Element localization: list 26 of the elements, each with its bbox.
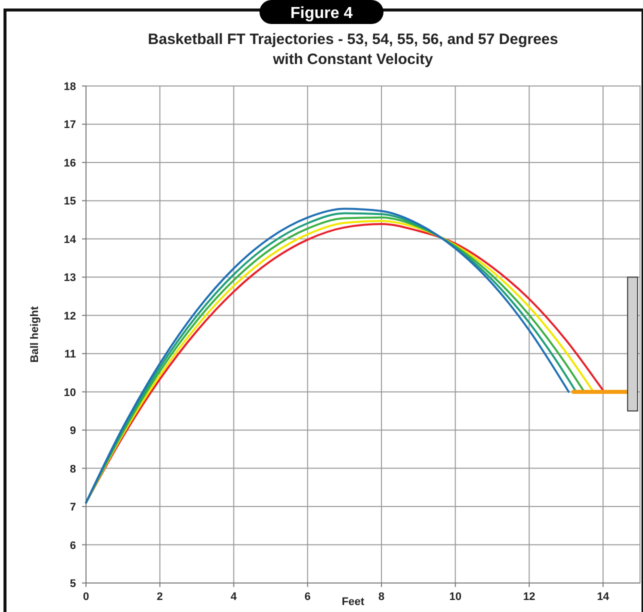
- y-tick-label: 8: [70, 463, 76, 476]
- y-tick-label: 13: [64, 272, 76, 284]
- y-tick-label: 18: [64, 81, 76, 93]
- x-tick-label: 6: [304, 591, 311, 603]
- y-tick-label: 14: [64, 234, 77, 246]
- y-tick-label: 10: [64, 386, 76, 399]
- y-tick-label: 11: [64, 348, 76, 361]
- x-tick-label: 0: [82, 591, 90, 603]
- y-tick-label: 17: [64, 119, 76, 132]
- x-tick-label: 10: [449, 591, 462, 603]
- y-tick-label: 16: [64, 157, 76, 170]
- x-tick-label: 2: [156, 591, 163, 603]
- y-tick-label: 5: [70, 578, 76, 590]
- caption: Figure 4: [290, 5, 353, 22]
- y-tick-label: 6: [70, 540, 76, 552]
- x-tick-label: 4: [230, 591, 238, 603]
- y-tick-label: 12: [64, 310, 76, 322]
- x-axis-title: Feet: [342, 596, 365, 608]
- chart-title: Basketball FT Trajectories - 53, 54, 55, 56, and 57 Degrees with Constant Velocity: [148, 31, 558, 68]
- y-tick-label: 7: [70, 502, 76, 514]
- x-tick-label: 12: [523, 591, 536, 603]
- x-tick-label: 14: [596, 591, 610, 603]
- x-tick-label: 8: [378, 591, 385, 603]
- y-tick-label: 15: [64, 196, 76, 208]
- y-tick-label: 9: [70, 425, 76, 438]
- y-axis-title: Ball height: [29, 306, 41, 363]
